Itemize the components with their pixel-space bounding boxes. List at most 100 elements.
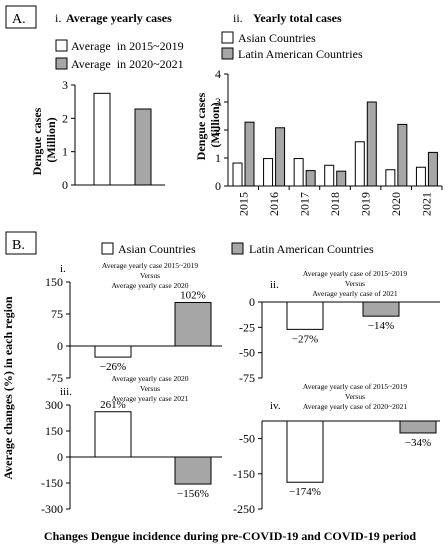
chart-b-ii-note-line: Versus [345, 279, 365, 288]
a-i-bar-pre [93, 92, 111, 186]
legend-swatch-white [55, 39, 68, 52]
chart-a-i-ylabel-line1: Dengue cases [30, 107, 44, 175]
chart-a-ii: ii. Yearly total cases Asian Countries L… [194, 11, 443, 216]
a-ii-ytick-label: 2 [215, 123, 221, 137]
chart-b-iii-data-label: 261% [100, 399, 126, 411]
legend-label-gray: Average in 2020~2021 [71, 57, 184, 71]
a-i-ytick-label: 2 [62, 111, 68, 125]
a-ii-bar-asian [354, 141, 365, 187]
a-ii-ytick-label: 1 [215, 151, 221, 165]
chart-b-iii-ytick-label: 0 [57, 450, 63, 464]
chart-b-ii-data-label: −14% [368, 320, 394, 332]
legend-b-swatch-latin [231, 242, 244, 255]
chart-b-iv-ytick-label: -50 [239, 432, 255, 446]
a-ii-xtick-label: 2016 [267, 192, 281, 216]
a-i-ytick-label: 0 [62, 178, 68, 192]
chart-b-ii-roman: ii. [270, 279, 279, 291]
chart-a-ii-bars [232, 101, 438, 187]
legend-swatch-asian [221, 31, 234, 44]
a-ii-xtick-label: 2021 [420, 192, 434, 216]
legend-b-swatch-asian [101, 242, 114, 255]
chart-b-i: i. Average yearly case 2015~2019VersusAve… [45, 261, 222, 385]
a-i-ytick-label: 3 [62, 78, 68, 92]
chart-b-ii-ytick-label: -75 [239, 371, 255, 385]
a-ii-ytick-label: 4 [215, 67, 221, 81]
chart-b-i-note-line: Average yearly case 2015~2019 [102, 261, 198, 270]
chart-a-i-bars [93, 92, 152, 186]
chart-b-iii-roman: iii. [60, 386, 72, 398]
chart-b-panels: i. Average yearly case 2015~2019VersusAve… [41, 261, 440, 516]
chart-b-iii-data-label: −156% [177, 488, 209, 500]
chart-a-ii-ylabel-line1: Dengue cases [194, 92, 208, 160]
section-a-box [5, 5, 37, 29]
a-ii-xtick-label: 2018 [328, 192, 342, 216]
chart-b-i-note-line: Average yearly case 2020 [111, 281, 188, 290]
a-ii-ytick-label: 0 [215, 179, 221, 193]
chart-a-ii-title: Yearly total cases [253, 11, 342, 25]
chart-b-iv-roman: iv. [270, 400, 281, 412]
chart-a-ii-axis: 0 1 2 3 4 2015 2016 2017 2018 2019 2020 2021 [215, 67, 443, 216]
chart-b-i-roman: i. [60, 263, 66, 275]
legend-label-white: Average in 2015~2019 [71, 39, 184, 53]
chart-b-i-data-label: 102% [180, 289, 206, 301]
chart-a-ii-roman: ii. [233, 11, 243, 25]
a-ii-bar-asian [232, 162, 243, 187]
a-ii-bar-latin [305, 170, 316, 187]
chart-b-iv-note-line: Versus [345, 392, 365, 401]
legend-swatch-latin [221, 47, 234, 60]
chart-b-iv-bar-latin [399, 420, 437, 434]
chart-a-i-ylabel-line2: (Million) [44, 117, 58, 162]
chart-b-iv-data-label: −174% [289, 486, 321, 498]
chart-b-iii-ytick-label: -300 [41, 502, 63, 516]
chart-b-iii-bar-asian [94, 411, 132, 458]
a-ii-bar-latin [244, 121, 255, 187]
chart-b-i-note-line: Versus [140, 271, 160, 280]
chart-b-iii-ytick-label: 150 [45, 424, 63, 438]
legend-swatch-gray [55, 57, 68, 70]
chart-b-i-bar-asian [94, 345, 132, 358]
a-ii-bar-asian [385, 169, 396, 187]
section-b-label: B. [12, 238, 25, 253]
chart-b-ii-ytick-label: -25 [239, 320, 255, 334]
chart-b-ii-note-line: Average yearly case of 2021 [312, 289, 397, 298]
section-a-label: A. [12, 12, 26, 27]
a-ii-bar-latin [397, 123, 408, 187]
legend-label-latin: Latin American Countries [238, 47, 363, 61]
chart-b-iii-note-line: Average yearly case 2021 [111, 394, 188, 403]
a-i-bar-post [134, 108, 152, 186]
legend-label-asian: Asian Countries [238, 31, 316, 45]
chart-b-iii-note-line: Average yearly case 2020 [111, 374, 188, 383]
a-ii-bar-asian [324, 164, 335, 187]
a-ii-bar-latin [366, 101, 377, 187]
chart-a-i: i. Average yearly cases Average in 2015~… [30, 11, 184, 192]
legend-b-label-latin: Latin American Countries [249, 242, 374, 256]
chart-b-i-data-label: −26% [100, 361, 126, 373]
chart-b-ii-ytick-label: 0 [249, 295, 255, 309]
a-i-ytick-label: 1 [62, 145, 68, 159]
chart-b-ii-ytick-label: -50 [239, 346, 255, 360]
a-ii-bar-latin [336, 170, 347, 187]
chart-b-ii-data-label: −27% [292, 333, 318, 345]
chart-b-iii-ytick-label: 300 [45, 398, 63, 412]
a-ii-ytick-label: 3 [215, 95, 221, 109]
chart-b-iv-note-line: Average yearly case of 2020~2021 [303, 402, 408, 411]
a-ii-bar-latin [275, 127, 286, 187]
section-b-box [5, 231, 37, 255]
legend-b-label-asian: Asian Countries [118, 242, 196, 256]
chart-b-ii: ii. Average yearly case of 2015~2019Versu… [239, 269, 440, 385]
chart-a-ii-ylabel: Dengue cases (Million) [194, 90, 222, 161]
chart-b-ii-bar-asian [286, 301, 324, 330]
chart-b-iii: iii. Average yearly case 2020VersusAverag… [41, 374, 222, 516]
chart-b-ii-bar-latin [362, 301, 400, 317]
chart-b-iv-data-label: −34% [405, 437, 431, 449]
a-ii-xtick-label: 2019 [359, 192, 373, 216]
chart-b-iv: iv. Average yearly case of 2015~2019Versu… [233, 382, 440, 516]
a-ii-xtick-label: 2017 [297, 192, 311, 216]
caption: Changes Dengue incidence during pre-COVI… [44, 529, 416, 543]
chart-b-ylabel: Average changes (%) in each region [1, 296, 15, 480]
a-ii-xtick-label: 2015 [236, 192, 250, 216]
chart-b-iii-bar-latin [174, 456, 212, 485]
chart-b-i-ytick-label: 0 [57, 339, 63, 353]
chart-b-iv-ytick-label: -250 [233, 502, 255, 516]
